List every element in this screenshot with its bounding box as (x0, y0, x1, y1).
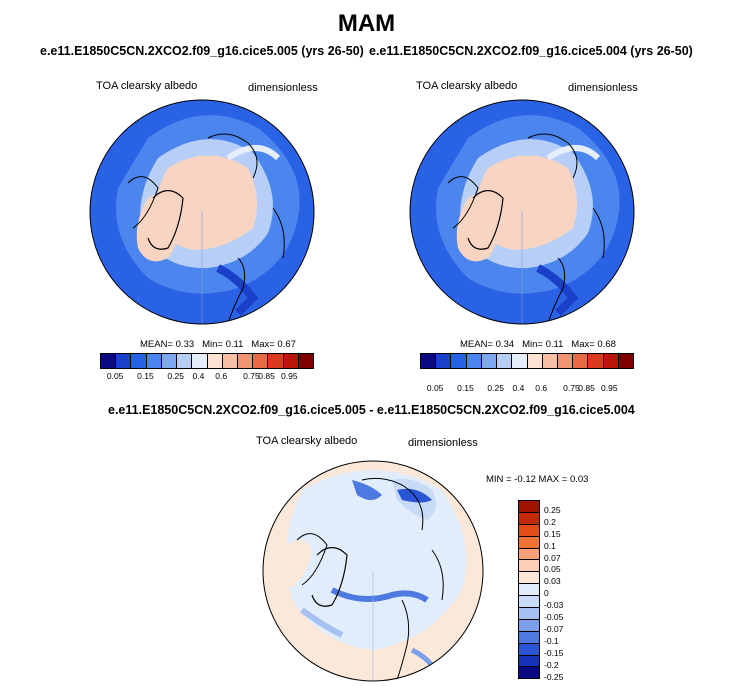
variable-label-left: TOA clearsky albedo (96, 80, 198, 92)
colorbar-tick-label: 0.6 (215, 371, 228, 381)
colorbar-swatch (283, 354, 299, 368)
colorbar-tick-label: 0.15 (137, 371, 154, 381)
colorbar-tick-label: -0.1 (544, 635, 559, 646)
colorbar-swatch (573, 354, 589, 368)
colorbar-tick-label: -0.2 (544, 659, 559, 670)
polar-map-difference (262, 460, 484, 682)
colorbar-swatch (101, 354, 117, 368)
colorbar-tick-label: 0.4 (512, 383, 525, 393)
colorbar-swatch (519, 655, 539, 668)
colorbar-tick-label: 0.4 (192, 371, 205, 381)
colorbar-tick-label: 0.03 (544, 576, 561, 587)
units-label-diff: dimensionless (408, 437, 478, 449)
colorbar-swatch (451, 354, 467, 368)
case-title-right: e.e11.E1850C5CN.2XCO2.f09_g16.cice5.004 … (369, 44, 693, 58)
colorbar-tick-label: -0.07 (544, 623, 564, 634)
units-label-right: dimensionless (568, 82, 638, 94)
colorbar-swatch (268, 354, 284, 368)
units-label-left: dimensionless (248, 82, 318, 94)
colorbar-swatch (298, 354, 314, 368)
colorbar-swatch (116, 354, 132, 368)
colorbar-swatch (519, 560, 539, 573)
stats-diff: MIN = -0.12 MAX = 0.03 (486, 474, 589, 485)
colorbar-tick-label: -0.25 (544, 671, 564, 682)
colorbar-tick-label: 0.75 (563, 383, 580, 393)
colorbar-swatch (519, 667, 539, 679)
stats-left: MEAN= 0.33 Min= 0.11 Max= 0.67 (140, 339, 296, 350)
colorbar-tick-label: 0.07 (544, 552, 561, 563)
colorbar-tick-label: -0.05 (544, 612, 564, 623)
colorbar-swatch (519, 608, 539, 620)
colorbar-tick-label: 0.05 (544, 564, 561, 575)
colorbar-swatch (519, 643, 539, 656)
colorbar-swatch (436, 354, 452, 368)
colorbar-swatch (512, 354, 528, 368)
colorbar-swatch (603, 354, 619, 368)
colorbar-swatch (519, 524, 539, 537)
colorbar-tick-label: 0.75 (243, 371, 260, 381)
difference-title: e.e11.E1850C5CN.2XCO2.f09_g16.cice5.005 … (108, 403, 635, 417)
season-title: MAM (337, 10, 396, 37)
colorbar-ticks-right: 0.05 0.15 0.25 0.4 0.6 0.75 0.85 0.95 (420, 383, 632, 395)
variable-label-diff: TOA clearsky albedo (256, 435, 358, 447)
colorbar-swatch (519, 584, 539, 597)
variable-label-right: TOA clearsky albedo (416, 80, 518, 92)
colorbar-swatch (421, 354, 437, 368)
colorbar-ticks-left: 0.05 0.15 0.25 0.4 0.6 0.75 0.85 0.95 (100, 371, 312, 383)
colorbar-tick-label: 0.15 (457, 383, 474, 393)
colorbar-tick-label: 0.05 (426, 383, 444, 393)
colorbar-swatch (519, 501, 539, 513)
colorbar-swatch (146, 354, 162, 368)
colorbar-swatch (497, 354, 513, 368)
colorbar-swatch (519, 596, 539, 609)
colorbar-right (420, 353, 634, 369)
colorbar-swatch (481, 354, 498, 368)
colorbar-swatch (519, 536, 539, 549)
colorbar-tick-label: -0.03 (544, 600, 564, 611)
colorbar-swatch (618, 354, 634, 368)
colorbar-tick-label: 0.6 (535, 383, 548, 393)
colorbar-difference (518, 500, 540, 680)
colorbar-tick-label: 0.1 (544, 540, 556, 551)
colorbar-swatch (519, 631, 539, 644)
stats-right: MEAN= 0.34 Min= 0.11 Max= 0.68 (460, 339, 616, 350)
colorbar-tick-label: 0.95 (601, 383, 618, 393)
colorbar-swatch (588, 354, 604, 368)
colorbar-swatch (557, 354, 574, 368)
colorbar-tick-label: 0.25 (544, 504, 561, 515)
case-title-left: e.e11.E1850C5CN.2XCO2.f09_g16.cice5.005 … (40, 44, 364, 58)
colorbar-tick-label: 0.95 (281, 371, 298, 381)
colorbar-tick-label: 0.05 (106, 371, 124, 381)
colorbar-swatch (222, 354, 238, 368)
colorbar-left (100, 353, 314, 369)
colorbar-tick-label: 0.2 (544, 516, 556, 527)
colorbar-swatch (519, 512, 539, 525)
colorbar-swatch (131, 354, 147, 368)
colorbar-swatch (237, 354, 254, 368)
colorbar-swatch (161, 354, 178, 368)
colorbar-tick-label: 0.25 (167, 371, 184, 381)
colorbar-swatch (177, 354, 193, 368)
colorbar-swatch (519, 572, 539, 585)
colorbar-swatch (253, 354, 269, 368)
colorbar-swatch (207, 354, 223, 368)
polar-map-right (409, 99, 635, 325)
colorbar-tick-label: 0.85 (258, 371, 275, 381)
colorbar-tick-label: 0 (544, 588, 549, 599)
colorbar-swatch (519, 548, 539, 561)
polar-map-left (89, 99, 315, 325)
colorbar-swatch (542, 354, 558, 368)
colorbar-tick-label: 0.25 (487, 383, 504, 393)
colorbar-tick-label: 0.85 (578, 383, 595, 393)
colorbar-tick-label: -0.15 (544, 647, 564, 658)
colorbar-swatch (519, 619, 539, 632)
colorbar-swatch (192, 354, 208, 368)
colorbar-swatch (527, 354, 543, 368)
colorbar-tick-label: 0.15 (544, 528, 561, 539)
colorbar-swatch (466, 354, 482, 368)
colorbar-ticks-difference: 0.25 0.2 0.15 0.1 0.07 0.05 0.03 0 -0.03 -0.05 -0.… (544, 500, 584, 682)
